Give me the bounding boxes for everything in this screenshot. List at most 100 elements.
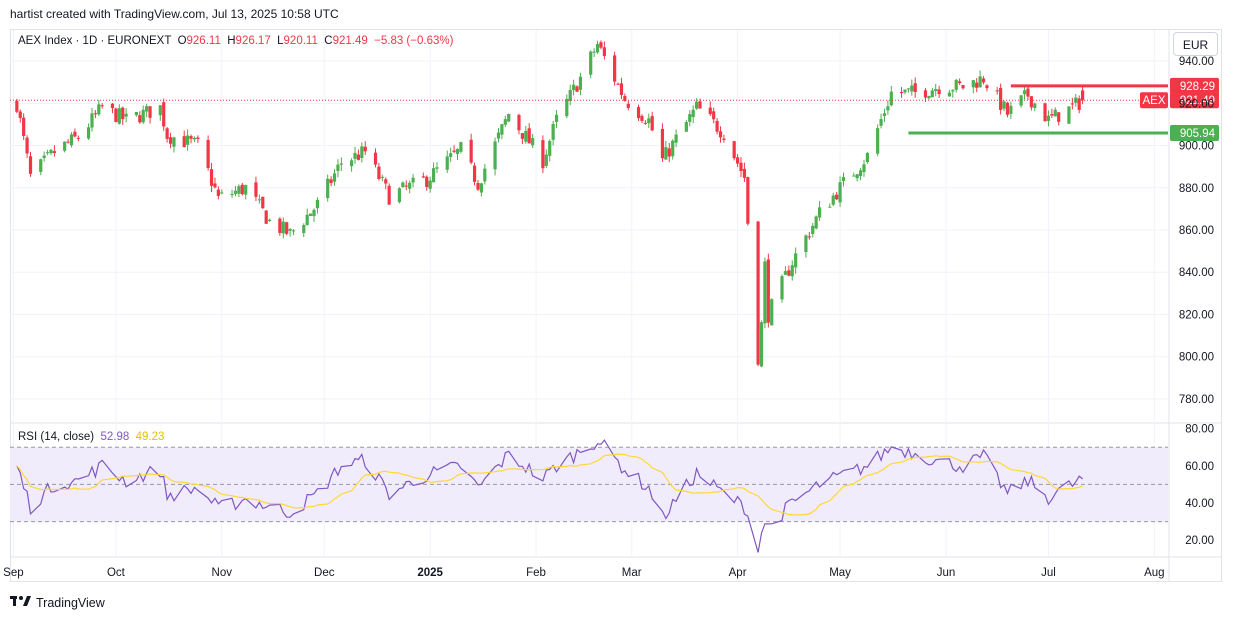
candle-body (548, 140, 552, 156)
candle-body (981, 78, 986, 83)
candle-body (852, 175, 856, 177)
candle-body (930, 90, 934, 98)
candle-body (165, 128, 169, 139)
price-label-box (1170, 77, 1219, 94)
candle-body (531, 138, 535, 146)
candle-body (578, 76, 583, 90)
symbol-name[interactable]: AEX Index · 1D · EURONEXT (18, 35, 172, 47)
candle-body (1029, 96, 1033, 108)
candle-body (804, 235, 808, 252)
candle-body (599, 42, 603, 48)
candle-body (63, 141, 67, 151)
candle-body (722, 138, 726, 140)
candle-body (268, 219, 272, 221)
candle-body (951, 90, 955, 92)
candle-body (49, 149, 53, 154)
rsi-axis-tick: 80.00 (1185, 424, 1214, 436)
candle-body (565, 98, 569, 117)
low-value: 920.11 (283, 35, 318, 47)
candle-body (397, 188, 402, 203)
candle-body (882, 113, 887, 117)
candle-body (493, 141, 497, 170)
time-axis-tick: Feb (526, 567, 546, 579)
candle-body (838, 182, 842, 203)
candle-body (425, 176, 429, 188)
candle-body (404, 185, 408, 187)
rsi-axis-tick: 40.00 (1185, 498, 1214, 510)
time-axis-tick: Jun (937, 567, 956, 579)
candle-body (141, 109, 145, 123)
candle-body (841, 176, 846, 182)
candle-body (961, 84, 965, 89)
candle-body (401, 182, 405, 188)
candle-body (971, 80, 975, 88)
candle-body (667, 148, 671, 157)
candle-body (472, 165, 477, 182)
candle-body (326, 178, 330, 199)
candle-body (865, 153, 869, 163)
price-axis-tick: 880.00 (1179, 183, 1214, 195)
candle-body (742, 168, 747, 178)
candle-body (117, 108, 121, 124)
candle-body (828, 206, 832, 208)
candle-body (449, 153, 453, 157)
candle-body (285, 222, 289, 234)
price-label-text: 905.94 (1180, 128, 1216, 140)
candle-body (572, 84, 576, 91)
candle-body (807, 236, 811, 238)
price-axis-tick: 900.00 (1179, 141, 1214, 153)
candle-body (233, 190, 238, 194)
rsi-band-fill (10, 447, 1168, 522)
candle-body (695, 101, 699, 109)
candle-body (1067, 106, 1071, 124)
candle-body (1070, 103, 1074, 105)
candle-body (1053, 109, 1057, 117)
candle-body (18, 111, 22, 118)
candle-body (240, 184, 244, 195)
candle-body (445, 156, 449, 170)
candle-body (408, 182, 412, 189)
rsi-label[interactable]: RSI (14, close) (18, 431, 95, 443)
last-price-text: 921.49 (1180, 95, 1215, 107)
candle-body (664, 147, 668, 160)
candle-body (216, 189, 220, 196)
candle-body (770, 299, 774, 326)
candle-body (377, 166, 381, 179)
candle-body (1081, 90, 1085, 101)
candle-body (783, 271, 788, 275)
candle-body (254, 182, 258, 197)
candle-body (349, 160, 354, 167)
candle-body (636, 107, 641, 119)
candle-body (876, 128, 880, 154)
candle-body (237, 186, 241, 194)
candle-body (718, 131, 723, 138)
currency-button[interactable]: EUR (1173, 32, 1218, 56)
candle-body (288, 229, 292, 231)
candle-body (15, 100, 19, 112)
candle-body (476, 183, 480, 190)
close-label: C (324, 35, 333, 47)
candle-body (790, 265, 794, 277)
candle-body (39, 159, 43, 172)
candle-body (421, 176, 425, 178)
candle-body (182, 136, 186, 148)
close-value: 921.49 (332, 35, 368, 47)
price-axis-tick: 780.00 (1179, 394, 1214, 406)
candle-body (469, 139, 473, 163)
candle-body (794, 253, 798, 268)
candle-body (45, 152, 50, 154)
candle-body (1009, 105, 1013, 114)
candle-body (780, 276, 784, 300)
candle-body (114, 108, 118, 122)
candle-body (305, 214, 309, 226)
candle-body (520, 133, 524, 139)
price-axis-tick: 840.00 (1179, 267, 1214, 279)
candle-body (69, 134, 74, 146)
time-axis-tick: Apr (729, 567, 747, 579)
candle-body (455, 149, 460, 155)
footer-brand[interactable]: TradingView (10, 594, 105, 611)
last-price-box (1170, 92, 1219, 109)
price-axis-tick: 860.00 (1179, 225, 1214, 237)
candle-body (189, 136, 193, 139)
